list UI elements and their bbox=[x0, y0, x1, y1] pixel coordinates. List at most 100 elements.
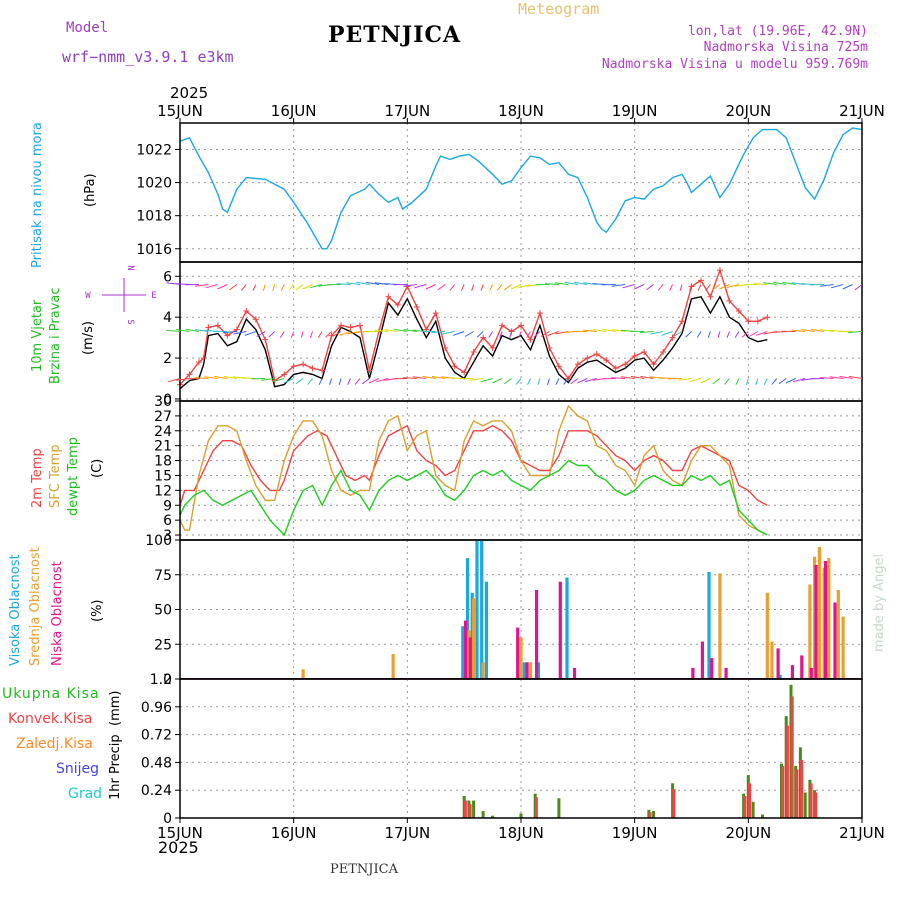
wind-direction-arrow bbox=[707, 331, 711, 338]
precip-bar bbox=[761, 814, 764, 818]
pressure-ytick-label: 1022 bbox=[136, 142, 172, 158]
wind-direction-arrow bbox=[504, 284, 512, 291]
precip-legend-graupel: Grad bbox=[68, 786, 103, 802]
clouds-bar bbox=[565, 577, 569, 679]
precip-bar bbox=[785, 725, 789, 818]
wind-direction-arrow bbox=[848, 331, 863, 334]
precip-ytick-label: 0.24 bbox=[141, 783, 172, 799]
precip-legend-snow: Snijeg bbox=[56, 761, 100, 777]
gust-marker bbox=[233, 326, 240, 333]
gust-marker bbox=[707, 293, 714, 300]
wind-direction-arrow bbox=[403, 329, 417, 332]
wind-direction-arrow bbox=[518, 331, 522, 338]
clouds-bar bbox=[528, 662, 533, 679]
wind-direction-arrow bbox=[325, 331, 332, 338]
wind-direction-arrow bbox=[425, 284, 436, 290]
clouds-bar bbox=[465, 558, 470, 679]
precip-bar bbox=[468, 804, 472, 818]
clouds-bar bbox=[475, 540, 479, 679]
clouds-bar bbox=[800, 655, 804, 679]
clouds-bar bbox=[516, 627, 520, 679]
gust-marker bbox=[356, 322, 363, 329]
gust-marker bbox=[735, 308, 742, 315]
wind-compass-s: S bbox=[125, 319, 135, 324]
wind-direction-arrow bbox=[756, 331, 768, 336]
gust-marker bbox=[584, 355, 591, 362]
precip-bar bbox=[795, 769, 799, 818]
wind-direction-arrow bbox=[496, 284, 503, 291]
wind-direction-arrow bbox=[527, 378, 531, 385]
wind-direction-arrow bbox=[476, 331, 484, 338]
gust-marker bbox=[499, 322, 506, 329]
x-tick-label-top: 16JUN bbox=[271, 102, 317, 120]
clouds-bar bbox=[790, 665, 794, 679]
precip-legend-frozen: Zaledj.Kisa bbox=[16, 736, 93, 752]
wind-direction-arrow bbox=[705, 284, 711, 291]
wind-direction-arrow bbox=[300, 331, 304, 338]
wind-direction-arrow bbox=[480, 284, 484, 291]
gust-marker bbox=[413, 303, 420, 310]
precip-ytick-label: 0.48 bbox=[141, 755, 172, 771]
wind-direction-arrow bbox=[492, 378, 503, 384]
wind-direction-arrow bbox=[689, 284, 692, 291]
gust-marker bbox=[394, 301, 401, 308]
station-title: PETNJICA bbox=[328, 22, 462, 48]
wind-direction-arrow bbox=[537, 378, 541, 385]
gust-marker bbox=[593, 350, 600, 357]
wind-direction-arrow bbox=[563, 378, 569, 385]
gust-marker bbox=[641, 348, 648, 355]
wind-direction-arrow bbox=[669, 284, 674, 291]
precip-legend-conv: Konvek.Kisa bbox=[8, 711, 93, 727]
pressure-frame bbox=[179, 122, 863, 263]
wind-direction-arrow bbox=[295, 284, 304, 291]
wind-direction-arrow bbox=[176, 329, 190, 332]
wind-direction-arrow bbox=[712, 284, 721, 291]
wind-direction-arrow bbox=[854, 284, 863, 291]
wind-direction-arrow bbox=[469, 378, 484, 381]
gust-marker bbox=[660, 348, 667, 355]
gust-marker bbox=[764, 314, 771, 321]
wind-direction-arrow bbox=[630, 375, 645, 380]
wind-direction-arrow bbox=[734, 331, 740, 338]
wind-direction-arrow bbox=[773, 281, 787, 285]
gust-marker bbox=[200, 355, 207, 362]
gust-marker bbox=[366, 367, 373, 374]
wind-compass-e: E bbox=[151, 291, 156, 301]
wind-direction-arrow bbox=[646, 284, 654, 291]
wind-direction-arrow bbox=[317, 331, 323, 338]
clouds-bar bbox=[710, 658, 714, 679]
wind-direction-arrow bbox=[583, 329, 597, 332]
wind-direction-arrow bbox=[471, 284, 475, 291]
footer-station: PETNJICA bbox=[330, 862, 398, 877]
precip-bar bbox=[472, 800, 476, 818]
wind-direction-arrow bbox=[222, 331, 237, 334]
wind-direction-arrow bbox=[771, 378, 778, 385]
clouds-bar bbox=[823, 560, 828, 679]
x-tick-label-top: 19JUN bbox=[612, 102, 658, 120]
wind-direction-arrow bbox=[412, 376, 427, 380]
wind-direction-arrow bbox=[449, 284, 456, 291]
gust-marker bbox=[489, 344, 496, 351]
x-tick-label-bottom: 15JUN bbox=[157, 824, 203, 842]
gust-marker bbox=[338, 322, 345, 329]
wind-direction-arrow bbox=[272, 378, 285, 383]
model-altitude-label: Nadmorska Visina u modelu 959.769m bbox=[601, 57, 868, 72]
wind-direction-arrow bbox=[554, 282, 569, 285]
wind-direction-arrow bbox=[204, 376, 218, 380]
gust-marker bbox=[300, 361, 307, 368]
model-name: wrf−nmm_v3.9.1 e3km bbox=[62, 48, 234, 66]
gust-marker bbox=[726, 297, 733, 304]
temperature-ytick-label: 3 bbox=[163, 528, 172, 544]
clouds-bar bbox=[391, 654, 395, 679]
temperature-series-dewpt-temp bbox=[179, 459, 768, 537]
clouds-bar bbox=[808, 584, 812, 679]
precip-bar bbox=[800, 760, 804, 818]
wind-direction-arrow bbox=[839, 375, 853, 380]
wind-direction-arrow bbox=[842, 284, 853, 290]
wind-direction-arrow bbox=[302, 284, 313, 290]
precip-bar bbox=[748, 783, 751, 819]
precip-bar bbox=[652, 811, 656, 818]
wind-direction-arrow bbox=[288, 284, 295, 291]
wind-direction-arrow bbox=[441, 331, 455, 335]
gust-marker bbox=[243, 308, 250, 315]
